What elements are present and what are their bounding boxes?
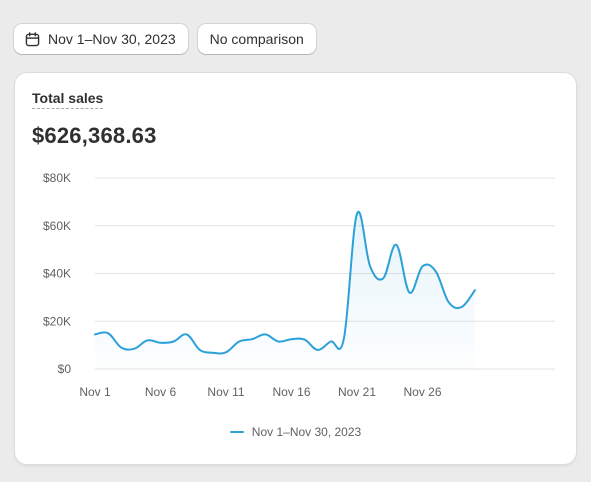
x-tick-label: Nov 1 [79,385,111,399]
series-line [94,210,476,355]
data-point [238,341,240,343]
data-point [461,306,463,308]
calendar-icon [24,31,40,47]
data-point [120,347,122,349]
data-point [330,341,332,343]
data-point [251,338,253,340]
toolbar: Nov 1–Nov 30, 2023 No comparison [14,24,316,54]
data-point [408,292,410,294]
data-point [277,341,279,343]
data-point [107,332,109,334]
data-point [212,352,214,354]
data-point [356,213,358,215]
data-point [474,289,476,291]
date-range-label: Nov 1–Nov 30, 2023 [48,31,176,47]
x-tick-label: Nov 21 [338,385,376,399]
data-point [343,337,345,339]
data-point [448,301,450,303]
data-point [291,338,293,340]
data-point [173,341,175,343]
sales-chart: $80K $60K $40K $20K $0 Nov 1 Nov 6 Nov 11 Nov 16… [43,171,555,399]
data-point [422,265,424,267]
y-tick-label: $0 [58,362,72,376]
data-point [435,270,437,272]
data-point [160,342,162,344]
data-point [369,265,371,267]
data-point [304,339,306,341]
comparison-button[interactable]: No comparison [197,24,316,54]
data-point [146,339,148,341]
x-tick-label: Nov 16 [272,385,310,399]
comparison-label: No comparison [209,31,304,47]
legend-label: Nov 1–Nov 30, 2023 [251,425,362,439]
data-point [382,277,384,279]
data-point [94,333,96,335]
data-point [264,333,266,335]
y-tick-label: $20K [43,314,71,328]
data-point [395,244,397,246]
y-tick-label: $40K [43,267,71,281]
x-tick-label: Nov 6 [145,385,177,399]
x-tick-label: Nov 11 [207,385,244,399]
y-tick-label: $80K [43,171,71,185]
data-point [199,349,201,351]
y-tick-label: $60K [43,219,71,233]
data-point [186,333,188,335]
total-sales-card: Total sales $626,368.63 $80K $60K $40K $20K… [15,73,576,464]
data-point [225,351,227,353]
date-range-button[interactable]: Nov 1–Nov 30, 2023 [14,24,188,54]
data-point [133,348,135,350]
total-sales-value: $626,368.63 [32,123,157,148]
card-title[interactable]: Total sales [32,90,104,109]
data-point [317,349,319,351]
x-tick-label: Nov 26 [403,385,441,399]
series-area [95,211,475,369]
legend-swatch [229,431,244,433]
chart-legend[interactable]: Nov 1–Nov 30, 2023 [15,425,576,439]
